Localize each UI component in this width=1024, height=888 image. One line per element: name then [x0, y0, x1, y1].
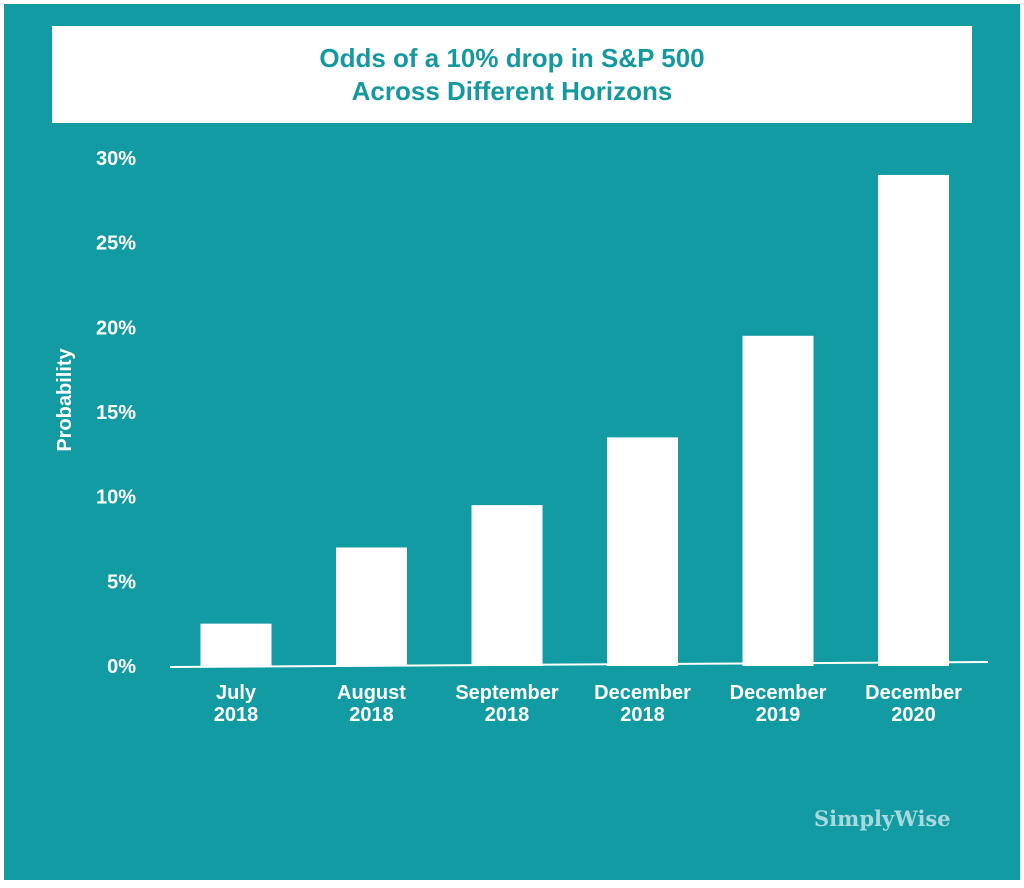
- brand-logo: SimplyWise: [814, 806, 951, 831]
- x-tick-label: August 2018: [337, 682, 406, 726]
- x-tick-label: December 2019: [730, 682, 827, 726]
- bar: [200, 623, 272, 666]
- y-tick-label: 0%: [107, 656, 136, 678]
- y-axis-ticks: 0% 5% 10% 15% 20% 25% 30%: [96, 148, 136, 678]
- x-tick-label: December 2018: [594, 682, 691, 726]
- y-tick-label: 15%: [96, 402, 136, 424]
- bar: [471, 505, 543, 666]
- x-axis-ticks: July 2018 August 2018 September 2018 December 2…: [214, 682, 962, 726]
- y-tick-label: 10%: [96, 487, 136, 509]
- bars: [200, 174, 949, 666]
- bar: [336, 547, 407, 666]
- bar: [742, 335, 814, 666]
- chart-title-box: Odds of a 10% drop in S&P 500 Across Dif…: [52, 26, 972, 123]
- x-axis-line: [169, 661, 989, 668]
- chart-subtitle: Across Different Horizons: [351, 75, 673, 106]
- chart-card: [4, 4, 1020, 880]
- bar: [878, 174, 949, 666]
- x-tick-label: September 2018: [455, 682, 559, 726]
- bar: [607, 437, 678, 666]
- y-tick-label: 20%: [96, 317, 136, 339]
- x-tick-label: December 2020: [865, 682, 962, 726]
- y-tick-label: 5%: [107, 571, 136, 593]
- y-axis-label: Probability: [54, 347, 76, 451]
- chart-title: Odds of a 10% drop in S&P 500: [319, 42, 705, 73]
- x-tick-label: July 2018: [214, 682, 259, 726]
- y-tick-label: 30%: [96, 148, 136, 170]
- y-tick-label: 25%: [96, 233, 136, 255]
